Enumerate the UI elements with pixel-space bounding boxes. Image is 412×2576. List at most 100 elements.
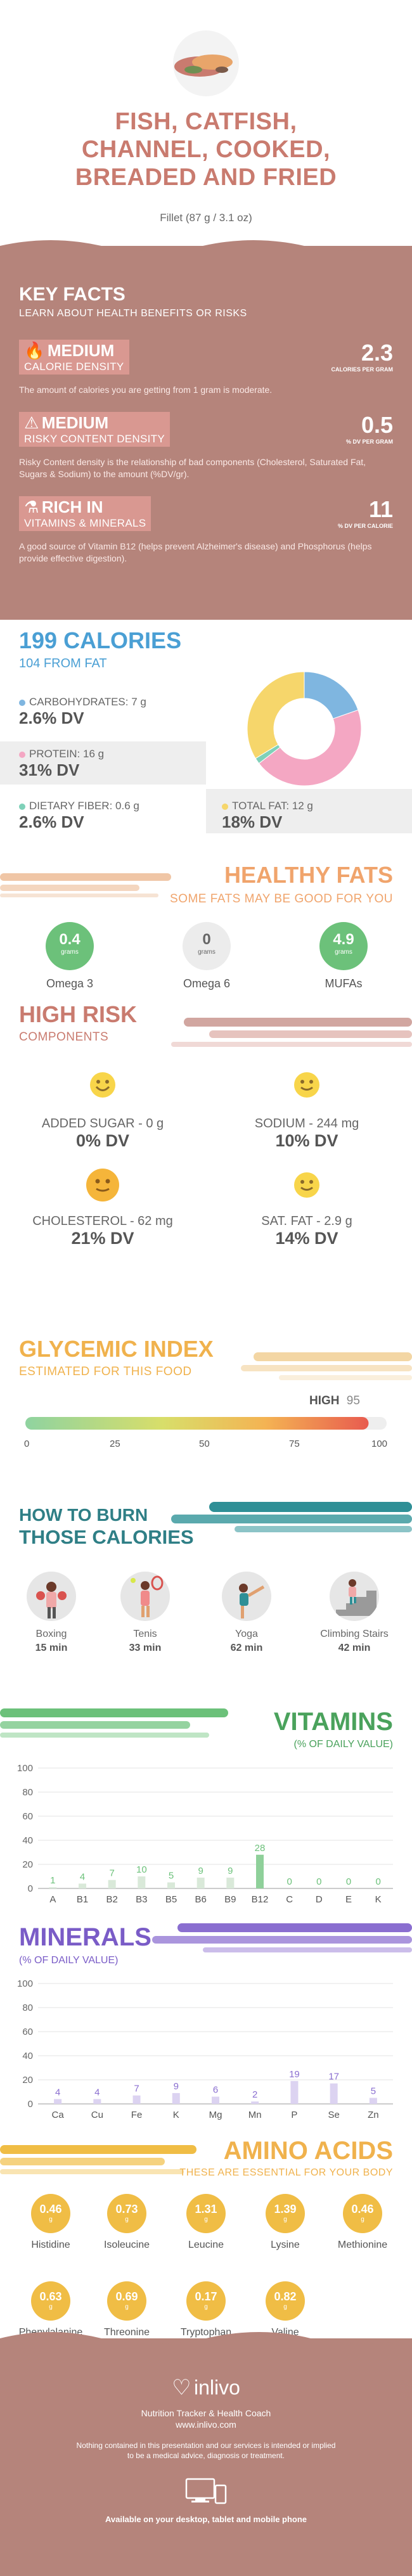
macro-label: PROTEIN: 16 g (29, 748, 105, 760)
minerals-subtitle: (% OF DAILY VALUE) (19, 1955, 119, 1966)
fact-tag: 🔥 MEDIUM CALORIE DENSITY (19, 340, 129, 375)
tennis-icon (120, 1572, 170, 1621)
risk-label: CHOLESTEROL - 62 mg (32, 1214, 173, 1228)
activity-name: Tenis (133, 1629, 157, 1639)
y-tick-label: 20 (22, 1859, 33, 1870)
bar-Mg (212, 2096, 219, 2104)
y-tick-label: 0 (28, 2099, 33, 2110)
x-tick-label: B3 (136, 1894, 147, 1905)
bar-B9 (226, 1877, 235, 1888)
x-tick-label: B9 (224, 1894, 236, 1905)
amino-value: 0.46 (351, 2203, 374, 2215)
amino-circle: 0.17 g (186, 2281, 226, 2321)
x-tick-label: B2 (106, 1894, 117, 1905)
bar-value-label: 1 (50, 1875, 55, 1886)
bar-B6 (196, 1877, 205, 1888)
y-tick-label: 100 (17, 1978, 33, 1989)
glycemic-tick: 50 (199, 1439, 210, 1449)
amino-name: Histidine (31, 2240, 70, 2250)
fact-value: 2.3 (361, 340, 393, 366)
macro-protein: PROTEIN: 16 g 31% DV (19, 748, 104, 780)
amino-unit: g (125, 2216, 129, 2223)
amino-name: Lysine (271, 2240, 300, 2250)
amino-stripes (0, 2145, 196, 2174)
glycemic-readout: HIGH 95 (309, 1394, 360, 1408)
amino-title: AMINO ACIDS (223, 2137, 393, 2165)
title-line-3: BREADED AND FRIED (75, 164, 337, 191)
macro-dv: 2.6% DV (19, 708, 84, 727)
bar-K (172, 2092, 180, 2104)
fat-name: Omega 6 (183, 977, 231, 990)
fat-value: 0 (202, 931, 211, 948)
footer-available: Available on your desktop, tablet and mo… (105, 2515, 307, 2524)
y-tick-label: 40 (22, 2051, 33, 2061)
bar-value-label: 9 (198, 1866, 203, 1876)
high-risk-title: HIGH RISK (19, 1001, 138, 1027)
happy-face-icon (90, 1072, 115, 1098)
risk-sodium: SODIUM - 244 mg 10% DV (218, 1117, 396, 1151)
amino-value: 0.17 (195, 2290, 217, 2303)
fact-label: RISKY CONTENT DENSITY (24, 433, 165, 445)
y-tick-label: 40 (22, 1835, 33, 1846)
fact-label: CALORIE DENSITY (24, 361, 124, 373)
glycemic-stripes (241, 1352, 412, 1380)
x-tick-label: B12 (252, 1894, 269, 1905)
x-tick-label: Ca (52, 2110, 65, 2120)
bar-value-label: 9 (228, 1866, 233, 1876)
amino-unit: g (283, 2304, 287, 2310)
bar-value-label: 17 (328, 2072, 339, 2082)
amino-unit: g (361, 2216, 364, 2223)
bar-B12 (256, 1854, 264, 1888)
x-tick-label: Cu (91, 2110, 103, 2120)
glycemic-value: 95 (346, 1394, 360, 1407)
risk-dv: 0% DV (75, 1131, 130, 1150)
amino-circle: 1.39 g (266, 2194, 305, 2233)
fact-description: A good source of Vitamin B12 (helps prev… (19, 541, 372, 563)
x-tick-label: D (316, 1894, 323, 1905)
activity-minutes: 33 min (129, 1643, 162, 1653)
glycemic-tick: 75 (289, 1439, 300, 1449)
footer-url[interactable]: www.inlivo.com (176, 2419, 236, 2430)
amino-unit: g (125, 2304, 129, 2310)
yoga-icon (222, 1572, 271, 1621)
x-tick-label: K (173, 2110, 179, 2120)
bar-value-label: 4 (94, 2087, 100, 2098)
fat-unit: grams (61, 949, 79, 956)
fact-calorie-density: 🔥 MEDIUM CALORIE DENSITY (19, 340, 129, 375)
footer-brand: ♡ inlivo (0, 2375, 412, 2400)
footer: ♡ inlivo Nutrition Tracker & Health Coac… (0, 2332, 412, 2576)
bar-value-label: 6 (213, 2085, 218, 2096)
amino-value: 0.63 (39, 2290, 62, 2303)
donut-slice-protein (258, 709, 362, 786)
fat-value: 4.9 (333, 931, 354, 948)
fats-stripes (0, 873, 171, 897)
macro-carbohydrates: CARBOHYDRATES: 7 g 2.6% DV (19, 696, 146, 728)
bar-value-label: 2 (252, 2089, 257, 2100)
fact-unit: % DV PER CALORIE (337, 523, 393, 529)
amino-value: 1.31 (195, 2203, 217, 2215)
y-tick-label: 60 (22, 1811, 33, 1822)
risk-dv: 21% DV (71, 1229, 134, 1248)
x-tick-label: B1 (77, 1894, 88, 1905)
burn-title-line-2: THOSE CALORIES (19, 1526, 194, 1548)
bar-value-label: 0 (316, 1876, 321, 1887)
fat-dot-icon (222, 803, 228, 810)
activity-minutes: 42 min (338, 1643, 371, 1653)
vitamins-bar-chart: 0 20 40 60 80 100 1 A 4 B1 7 B2 10 B3 5 B5 9 B6 9 B9 28 B12 0 C… (17, 1763, 393, 1905)
fact-description: The amount of calories you are getting f… (19, 385, 273, 395)
healthy-fats-subtitle: SOME FATS MAY BE GOOD FOR YOU (170, 892, 393, 906)
amino-circle: 0.82 g (266, 2281, 305, 2321)
x-tick-label: A (49, 1894, 56, 1905)
warning-icon: ⚠ (24, 413, 39, 432)
stairs-icon (330, 1572, 379, 1621)
risk-dv: 14% DV (275, 1229, 338, 1248)
bar-value-label: 5 (169, 1871, 174, 1881)
bar-value-label: 4 (80, 1871, 85, 1882)
y-tick-label: 80 (22, 2002, 33, 2013)
fact-level: MEDIUM (47, 341, 115, 360)
mufa-circle: 4.9 grams (319, 922, 368, 970)
amino-name: Leucine (188, 2240, 224, 2250)
bar-value-label: 5 (371, 2086, 376, 2097)
heart-logo-icon: ♡ (172, 2376, 191, 2400)
bar-Cu (93, 2099, 101, 2104)
